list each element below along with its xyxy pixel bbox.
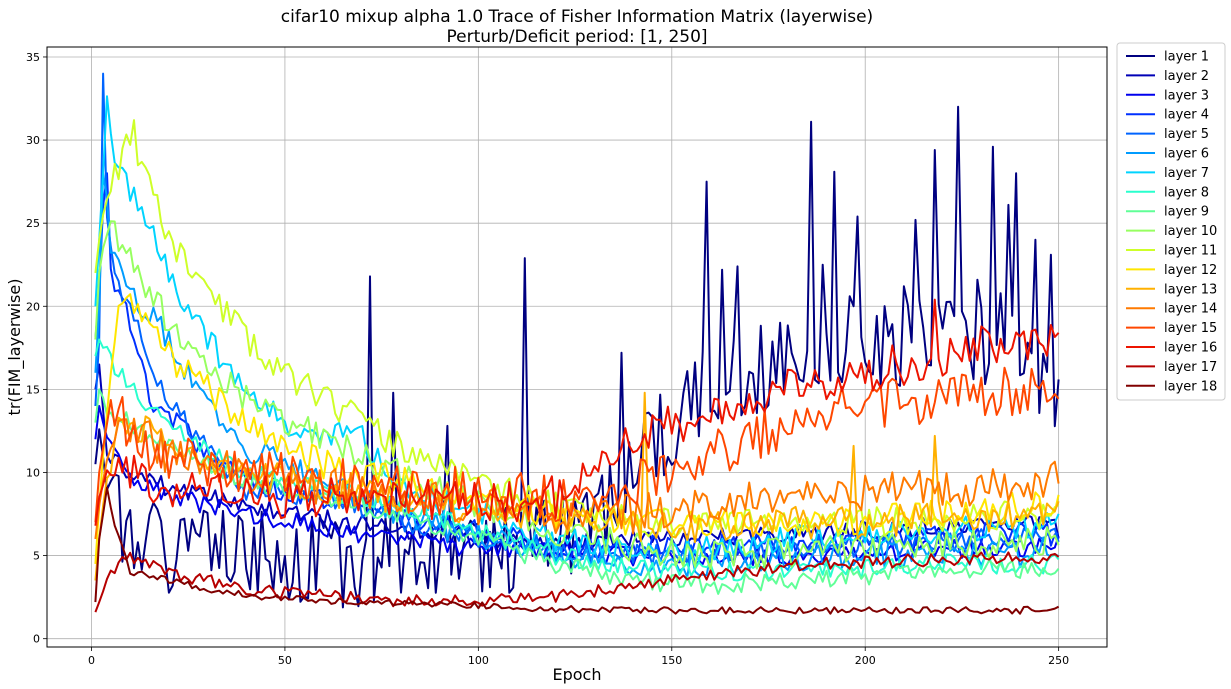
- legend: layer 1 layer 2 layer 3 layer 4 layer 5 layer…: [1116, 42, 1226, 401]
- series-line-layer-9: [94, 388, 1060, 595]
- y-tick-label: 20: [26, 300, 40, 313]
- series-line-layer-17: [94, 551, 1060, 613]
- y-tick-label: 5: [33, 550, 40, 563]
- legend-label: layer 14: [1164, 302, 1217, 317]
- y-tick-label: 0: [33, 633, 40, 646]
- plot-frame: [46, 46, 1108, 648]
- series-line-layer-12: [94, 293, 1060, 564]
- y-tick-label: 10: [26, 466, 40, 479]
- x-tick-label: 200: [855, 654, 876, 667]
- axis-ticks: 0 50 100 150 200 250 0 5 10 15 20 25 30 35: [26, 51, 1069, 667]
- legend-label: layer 16: [1164, 341, 1217, 356]
- y-tick-label: 35: [26, 51, 40, 64]
- series-line-layer-18: [94, 486, 1060, 615]
- x-tick-label: 0: [88, 654, 95, 667]
- legend-label: layer 4: [1164, 108, 1209, 123]
- x-tick-label: 100: [468, 654, 489, 667]
- legend-label: layer 7: [1164, 166, 1209, 181]
- legend-label: layer 18: [1164, 379, 1217, 394]
- grid-lines: [47, 47, 1107, 647]
- legend-label: layer 13: [1164, 282, 1217, 297]
- series-line-layer-16: [94, 298, 1060, 526]
- legend-label: layer 6: [1164, 147, 1209, 162]
- legend-label: layer 10: [1164, 224, 1217, 239]
- series-line-layer-13: [94, 391, 1060, 581]
- series-line-layer-10: [94, 220, 1060, 571]
- series-line-layer-14: [94, 417, 1060, 540]
- legend-box: [1116, 42, 1226, 401]
- legend-label: layer 2: [1164, 69, 1209, 84]
- x-tick-label: 150: [661, 654, 682, 667]
- legend-label: layer 9: [1164, 205, 1209, 220]
- legend-label: layer 5: [1164, 127, 1209, 142]
- legend-label: layer 8: [1164, 185, 1209, 200]
- x-tick-label: 50: [278, 654, 292, 667]
- chart-title: cifar10 mixup alpha 1.0 Trace of Fisher …: [281, 7, 873, 27]
- legend-label: layer 15: [1164, 321, 1217, 336]
- legend-label: layer 12: [1164, 263, 1217, 278]
- x-tick-label: 250: [1048, 654, 1069, 667]
- y-tick-label: 25: [26, 217, 40, 230]
- series-line-layer-15: [94, 366, 1060, 523]
- y-tick-label: 30: [26, 134, 40, 147]
- legend-label: layer 11: [1164, 244, 1217, 259]
- chart-subtitle: Perturb/Deficit period: [1, 250]: [446, 27, 707, 47]
- x-axis-label: Epoch: [553, 665, 602, 684]
- y-axis-label: tr(FIM_layerwise): [5, 279, 25, 416]
- series-line-layer-6: [94, 172, 1060, 579]
- legend-label: layer 17: [1164, 360, 1217, 375]
- legend-label: layer 3: [1164, 88, 1209, 103]
- y-tick-label: 15: [26, 383, 40, 396]
- series-lines: [94, 72, 1060, 615]
- legend-label: layer 1: [1164, 50, 1209, 65]
